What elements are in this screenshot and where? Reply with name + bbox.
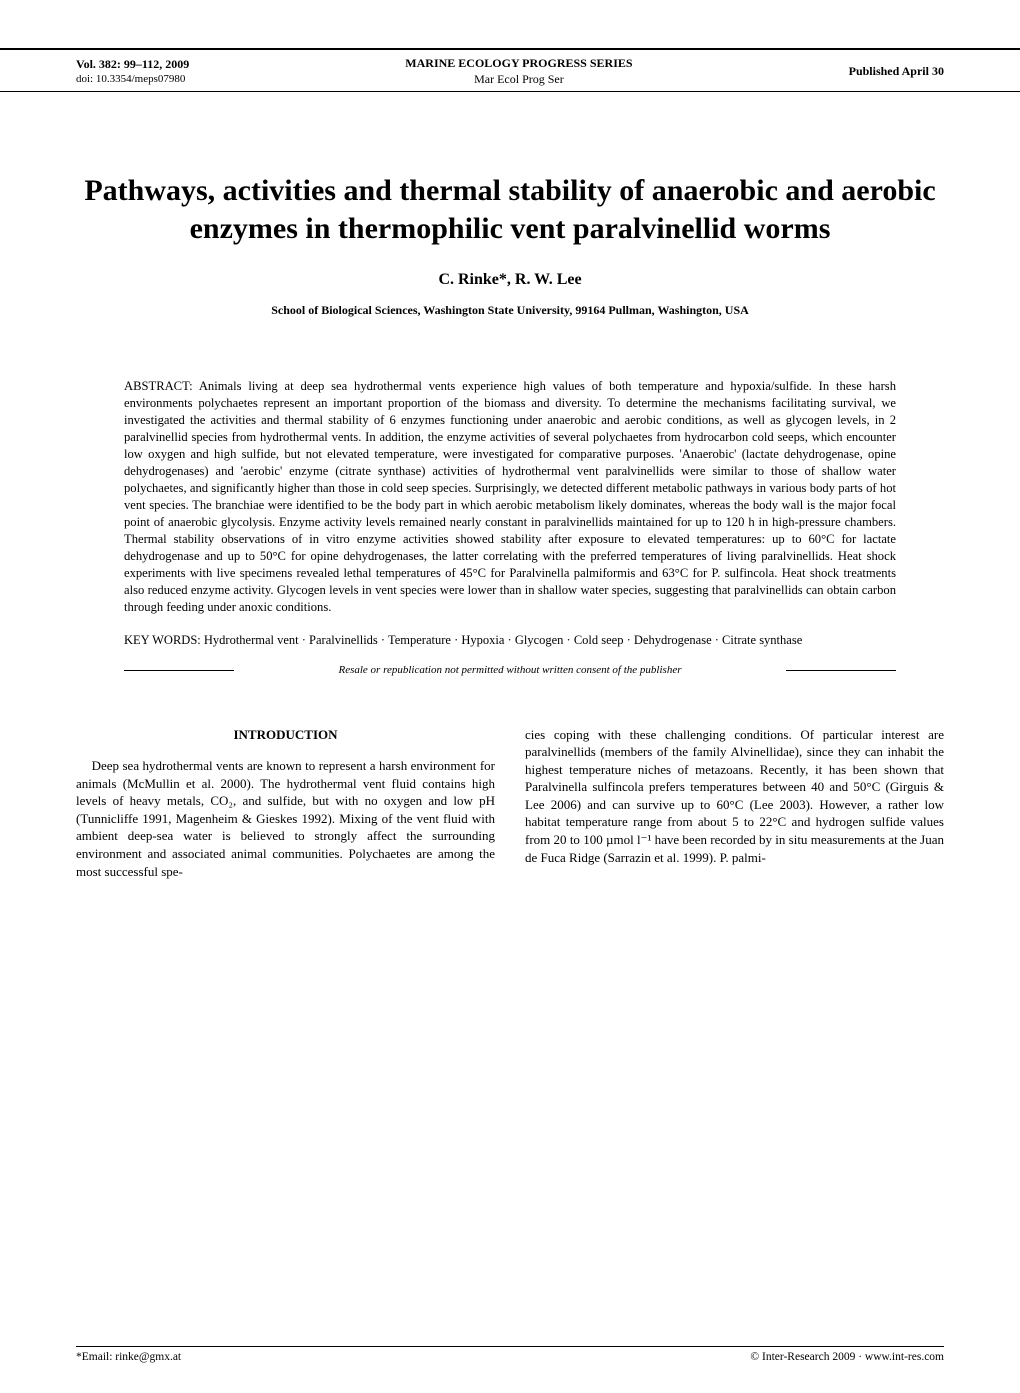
column-left: INTRODUCTION Deep sea hydrothermal vents…	[76, 726, 495, 880]
intro-paragraph-left: Deep sea hydrothermal vents are known to…	[76, 757, 495, 880]
header-volume-block: Vol. 382: 99–112, 2009 doi: 10.3354/meps…	[0, 57, 189, 87]
resale-notice: Resale or republication not permitted wi…	[124, 664, 896, 676]
published-date: Published April 30	[849, 64, 1020, 79]
article-title: Pathways, activities and thermal stabili…	[76, 172, 944, 247]
affiliation: School of Biological Sciences, Washingto…	[76, 303, 944, 318]
page-footer: *Email: rinke@gmx.at © Inter-Research 20…	[76, 1346, 944, 1363]
keywords-block: KEY WORDS: Hydrothermal vent · Paralvine…	[124, 632, 896, 650]
resale-text: Resale or republication not permitted wi…	[338, 664, 681, 676]
keywords-text: Hydrothermal vent · Paralvinellids · Tem…	[204, 633, 802, 647]
doi-line: doi: 10.3354/meps07980	[76, 72, 189, 86]
abstract-label: ABSTRACT:	[124, 379, 199, 393]
body-columns: INTRODUCTION Deep sea hydrothermal vents…	[76, 726, 944, 880]
section-heading-introduction: INTRODUCTION	[76, 726, 495, 744]
title-block: Pathways, activities and thermal stabili…	[0, 172, 1020, 318]
volume-line: Vol. 382: 99–112, 2009	[76, 57, 189, 73]
abstract-text: Animals living at deep sea hydrothermal …	[124, 379, 896, 614]
journal-header: Vol. 382: 99–112, 2009 doi: 10.3354/meps…	[0, 48, 1020, 92]
authors: C. Rinke*, R. W. Lee	[76, 271, 944, 289]
header-journal-block: MARINE ECOLOGY PROGRESS SERIES Mar Ecol …	[405, 56, 632, 87]
keywords-label: KEY WORDS:	[124, 633, 204, 647]
copyright-line: © Inter-Research 2009 · www.int-res.com	[750, 1351, 944, 1363]
journal-name-full: MARINE ECOLOGY PROGRESS SERIES	[405, 56, 632, 72]
column-right: cies coping with these challenging condi…	[525, 726, 944, 880]
journal-name-short: Mar Ecol Prog Ser	[405, 72, 632, 88]
corresponding-email: *Email: rinke@gmx.at	[76, 1351, 181, 1363]
abstract-block: ABSTRACT: Animals living at deep sea hyd…	[124, 378, 896, 616]
intro-paragraph-right: cies coping with these challenging condi…	[525, 726, 944, 866]
